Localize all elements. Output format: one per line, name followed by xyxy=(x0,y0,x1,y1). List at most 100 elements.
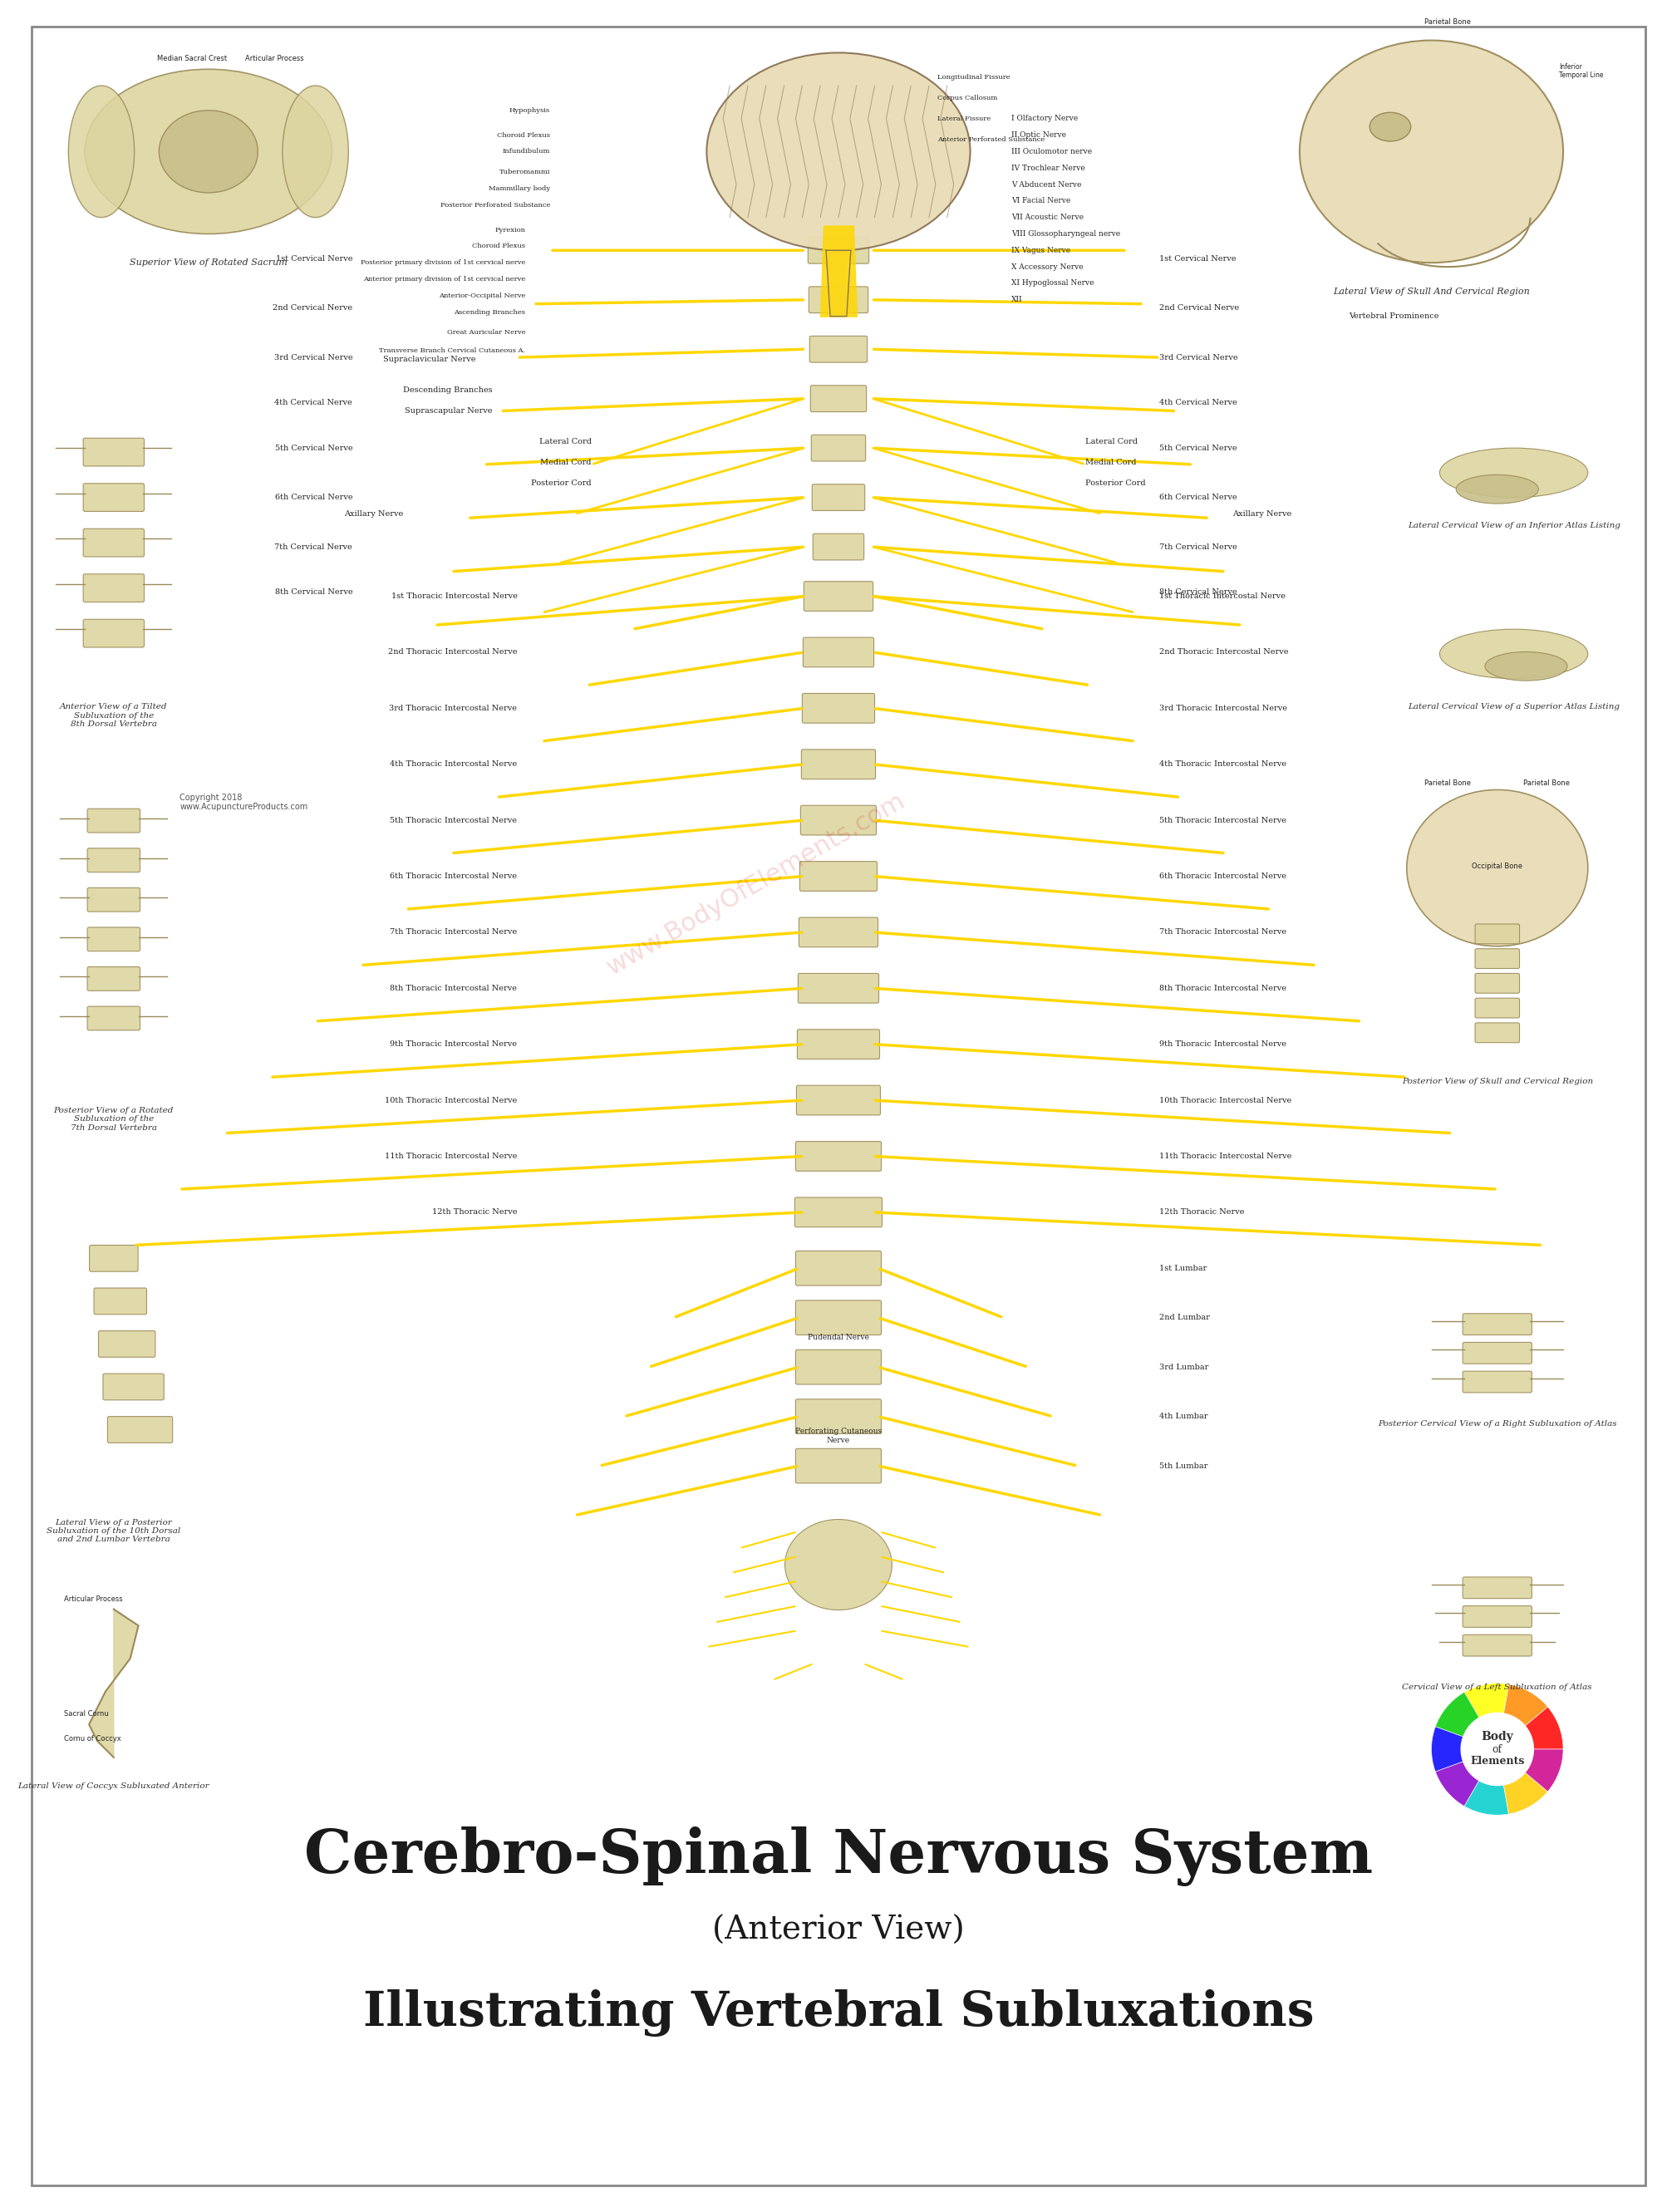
Text: Cerebro-Spinal Nervous System: Cerebro-Spinal Nervous System xyxy=(304,1827,1373,1887)
Text: 3rd Thoracic Intercostal Nerve: 3rd Thoracic Intercostal Nerve xyxy=(389,703,517,712)
FancyBboxPatch shape xyxy=(90,1245,138,1272)
Text: Posterior Perforated Substance: Posterior Perforated Substance xyxy=(440,201,550,208)
Ellipse shape xyxy=(160,111,258,192)
Text: 10th Thoracic Intercostal Nerve: 10th Thoracic Intercostal Nerve xyxy=(1160,1097,1291,1104)
Text: 4th Thoracic Intercostal Nerve: 4th Thoracic Intercostal Nerve xyxy=(391,761,517,768)
Text: Pudendal Nerve: Pudendal Nerve xyxy=(808,1334,869,1340)
FancyBboxPatch shape xyxy=(1476,1022,1519,1042)
Polygon shape xyxy=(826,250,851,316)
Text: 1st Thoracic Intercostal Nerve: 1st Thoracic Intercostal Nerve xyxy=(391,593,517,599)
Text: of: of xyxy=(1492,1743,1502,1754)
Text: Medial Cord: Medial Cord xyxy=(540,458,592,467)
Circle shape xyxy=(1461,1712,1534,1785)
Text: 10th Thoracic Intercostal Nerve: 10th Thoracic Intercostal Nerve xyxy=(386,1097,517,1104)
Text: 2nd Thoracic Intercostal Nerve: 2nd Thoracic Intercostal Nerve xyxy=(387,648,517,657)
Text: 3rd Cervical Nerve: 3rd Cervical Nerve xyxy=(1160,354,1238,361)
Text: Suprascapular Nerve: Suprascapular Nerve xyxy=(406,407,492,414)
Text: Lateral Cervical View of a Superior Atlas Listing: Lateral Cervical View of a Superior Atla… xyxy=(1408,703,1620,710)
Ellipse shape xyxy=(1439,449,1587,498)
FancyBboxPatch shape xyxy=(813,484,864,511)
Wedge shape xyxy=(1497,1750,1547,1814)
FancyBboxPatch shape xyxy=(103,1374,165,1400)
FancyBboxPatch shape xyxy=(809,336,868,363)
Text: 4th Cervical Nerve: 4th Cervical Nerve xyxy=(274,398,352,407)
Text: Occipital Bone: Occipital Bone xyxy=(1473,863,1522,869)
Text: Longitudinal Fissure: Longitudinal Fissure xyxy=(937,75,1010,82)
Text: Posterior View of a Rotated
Subluxation of the
7th Dorsal Vertebra: Posterior View of a Rotated Subluxation … xyxy=(53,1106,175,1133)
Ellipse shape xyxy=(85,69,332,234)
FancyBboxPatch shape xyxy=(801,805,876,836)
FancyBboxPatch shape xyxy=(798,973,879,1002)
Text: Posterior Cervical View of a Right Subluxation of Atlas: Posterior Cervical View of a Right Sublu… xyxy=(1378,1420,1617,1427)
Text: 5th Thoracic Intercostal Nerve: 5th Thoracic Intercostal Nerve xyxy=(1160,816,1286,825)
Text: (Anterior View): (Anterior View) xyxy=(713,1916,964,1947)
Text: Anterior primary division of 1st cervical nerve: Anterior primary division of 1st cervica… xyxy=(364,276,525,283)
Text: Posterior View of Skull and Cervical Region: Posterior View of Skull and Cervical Reg… xyxy=(1401,1077,1592,1086)
Text: Parietal Bone: Parietal Bone xyxy=(1524,781,1571,787)
FancyBboxPatch shape xyxy=(796,1449,881,1484)
FancyBboxPatch shape xyxy=(83,438,145,467)
Text: 2nd Cervical Nerve: 2nd Cervical Nerve xyxy=(273,305,352,312)
FancyBboxPatch shape xyxy=(796,1141,881,1170)
Text: Tuberomammi: Tuberomammi xyxy=(499,168,550,175)
Text: 1st Lumbar: 1st Lumbar xyxy=(1160,1265,1207,1272)
FancyBboxPatch shape xyxy=(796,1252,881,1285)
Text: 4th Lumbar: 4th Lumbar xyxy=(1160,1413,1208,1420)
FancyBboxPatch shape xyxy=(796,1349,881,1385)
Ellipse shape xyxy=(1369,113,1411,142)
Text: Copyright 2018
www.AcupunctureProducts.com: Copyright 2018 www.AcupunctureProducts.c… xyxy=(179,794,307,812)
Wedge shape xyxy=(1497,1683,1547,1750)
Wedge shape xyxy=(1497,1708,1564,1750)
FancyBboxPatch shape xyxy=(811,385,866,411)
Text: Inferior
Temporal Line: Inferior Temporal Line xyxy=(1559,62,1604,80)
Text: Mammillary body: Mammillary body xyxy=(489,186,550,192)
Text: 3rd Lumbar: 3rd Lumbar xyxy=(1160,1363,1208,1371)
Text: 6th Thoracic Intercostal Nerve: 6th Thoracic Intercostal Nerve xyxy=(1160,872,1286,880)
Text: V Abducent Nerve: V Abducent Nerve xyxy=(1012,181,1082,188)
FancyBboxPatch shape xyxy=(88,847,140,872)
Text: Posterior primary division of 1st cervical nerve: Posterior primary division of 1st cervic… xyxy=(361,259,525,265)
Text: 7th Thoracic Intercostal Nerve: 7th Thoracic Intercostal Nerve xyxy=(1160,929,1286,936)
Text: 9th Thoracic Intercostal Nerve: 9th Thoracic Intercostal Nerve xyxy=(1160,1040,1286,1048)
FancyBboxPatch shape xyxy=(799,918,878,947)
Text: I Olfactory Nerve: I Olfactory Nerve xyxy=(1012,115,1079,122)
Ellipse shape xyxy=(283,86,349,217)
Text: X Accessory Nerve: X Accessory Nerve xyxy=(1012,263,1084,270)
Text: Great Auricular Nerve: Great Auricular Nerve xyxy=(447,330,525,336)
Text: 12th Thoracic Nerve: 12th Thoracic Nerve xyxy=(1160,1208,1245,1217)
FancyBboxPatch shape xyxy=(798,1029,879,1060)
Text: 4th Cervical Nerve: 4th Cervical Nerve xyxy=(1160,398,1238,407)
Text: Body: Body xyxy=(1481,1732,1514,1743)
FancyBboxPatch shape xyxy=(108,1416,173,1442)
Text: IX Vagus Nerve: IX Vagus Nerve xyxy=(1012,246,1070,254)
Text: Cervical View of a Left Subluxation of Atlas: Cervical View of a Left Subluxation of A… xyxy=(1403,1683,1592,1690)
Text: 2nd Lumbar: 2nd Lumbar xyxy=(1160,1314,1210,1321)
FancyBboxPatch shape xyxy=(801,750,876,779)
Text: Choroid Plexus: Choroid Plexus xyxy=(497,133,550,139)
Wedge shape xyxy=(1436,1692,1497,1750)
FancyBboxPatch shape xyxy=(804,582,873,611)
Polygon shape xyxy=(90,1608,138,1756)
Text: Medial Cord: Medial Cord xyxy=(1085,458,1137,467)
Text: Anterior-Occipital Nerve: Anterior-Occipital Nerve xyxy=(439,292,525,299)
Text: 3rd Cervical Nerve: 3rd Cervical Nerve xyxy=(274,354,352,361)
Wedge shape xyxy=(1464,1750,1509,1816)
Text: 7th Cervical Nerve: 7th Cervical Nerve xyxy=(1160,544,1238,551)
FancyBboxPatch shape xyxy=(83,484,145,511)
Text: Articular Process: Articular Process xyxy=(65,1595,123,1601)
Text: 7th Cervical Nerve: 7th Cervical Nerve xyxy=(274,544,352,551)
Text: VIII Glossopharyngeal nerve: VIII Glossopharyngeal nerve xyxy=(1012,230,1120,237)
FancyBboxPatch shape xyxy=(809,288,868,312)
Text: VI Facial Nerve: VI Facial Nerve xyxy=(1012,197,1070,206)
FancyBboxPatch shape xyxy=(1463,1314,1532,1334)
FancyBboxPatch shape xyxy=(95,1287,146,1314)
Text: www.BodyOfElements.com: www.BodyOfElements.com xyxy=(603,790,909,980)
Text: Cornu of Coccyx: Cornu of Coccyx xyxy=(65,1734,121,1743)
Text: XII: XII xyxy=(1012,296,1022,303)
Text: Axillary Nerve: Axillary Nerve xyxy=(344,511,404,518)
FancyBboxPatch shape xyxy=(1476,998,1519,1018)
Text: 6th Thoracic Intercostal Nerve: 6th Thoracic Intercostal Nerve xyxy=(391,872,517,880)
Ellipse shape xyxy=(706,53,971,250)
Text: Lateral Cord: Lateral Cord xyxy=(1085,438,1138,445)
Ellipse shape xyxy=(1300,40,1564,263)
